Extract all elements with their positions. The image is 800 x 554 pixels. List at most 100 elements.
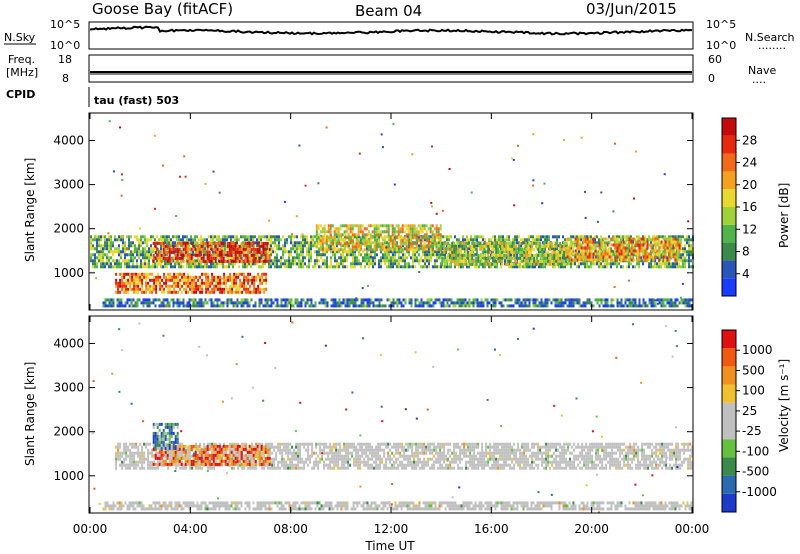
heatmap-cell <box>213 275 216 279</box>
heatmap-cell <box>682 247 684 251</box>
heatmap-cell <box>505 262 508 266</box>
heatmap-cell <box>252 253 255 257</box>
heatmap-cell <box>254 247 257 251</box>
heatmap-cell <box>391 227 394 231</box>
heatmap-cell <box>654 255 657 259</box>
heatmap-cell <box>559 259 562 263</box>
heatmap-cell <box>354 304 357 308</box>
heatmap-cell <box>268 247 271 251</box>
heatmap-cell <box>304 262 306 266</box>
heatmap-cell <box>132 262 134 266</box>
heatmap-cell <box>495 262 498 266</box>
heatmap-cell <box>323 227 326 231</box>
heatmap-cell <box>176 256 179 260</box>
heatmap-cell <box>433 242 436 246</box>
heatmap-cell <box>560 298 563 302</box>
heatmap-cell <box>96 256 98 260</box>
heatmap-cell <box>654 243 657 247</box>
heatmap-cell <box>241 284 244 288</box>
heatmap-cell <box>547 244 550 248</box>
heatmap-cell <box>98 250 100 254</box>
heatmap-cell <box>234 238 236 242</box>
heatmap-cell <box>256 259 259 263</box>
heatmap-cell <box>320 301 323 305</box>
heatmap-cell <box>294 235 296 239</box>
heatmap-cell <box>435 224 438 228</box>
heatmap-cell <box>208 298 211 302</box>
heatmap-cell <box>148 301 151 305</box>
heatmap-cell <box>170 259 173 263</box>
heatmap-cell <box>232 304 235 308</box>
heatmap-cell <box>315 224 318 228</box>
heatmap-cell <box>616 243 619 247</box>
heatmap-cell <box>445 247 448 251</box>
heatmap-cell <box>296 241 298 245</box>
heatmap-cell <box>594 298 597 302</box>
heatmap-cell <box>192 301 195 305</box>
heatmap-cell <box>438 238 440 242</box>
heatmap-cell <box>497 253 500 257</box>
heatmap-cell <box>456 241 458 245</box>
heatmap-cell <box>363 248 366 252</box>
heatmap-cell <box>616 255 619 259</box>
heatmap-cell <box>384 250 386 254</box>
heatmap-cell <box>125 287 128 291</box>
heatmap-cell <box>376 304 379 308</box>
heatmap-cell <box>539 241 542 245</box>
heatmap-cell <box>288 298 291 302</box>
heatmap-cell <box>600 235 602 239</box>
heatmap-cell <box>280 304 283 308</box>
heatmap-cell <box>117 281 120 285</box>
heatmap-cell <box>230 250 233 254</box>
heatmap-cell <box>399 245 402 249</box>
heatmap-cell <box>387 227 390 231</box>
heatmap-cell <box>296 253 298 257</box>
heatmap-cell <box>358 262 360 266</box>
heatmap-cell <box>594 243 597 247</box>
heatmap-cell <box>240 304 243 308</box>
heatmap-cell <box>614 256 616 260</box>
heatmap-cell <box>132 250 134 254</box>
heatmap-cell <box>454 304 457 308</box>
heatmap-cell <box>539 259 542 263</box>
heatmap-cell <box>259 287 262 291</box>
heatmap-cell <box>544 304 547 308</box>
heatmap-cell <box>262 241 265 245</box>
heatmap-cell <box>566 246 569 250</box>
heatmap-cell <box>634 301 637 305</box>
heatmap-cell <box>220 253 223 257</box>
heatmap-cell <box>674 252 677 256</box>
heatmap-cell <box>378 235 380 239</box>
heatmap-cell <box>662 255 665 259</box>
heatmap-cell <box>449 244 452 248</box>
heatmap-cell <box>494 298 497 302</box>
heatmap-cell <box>582 301 585 305</box>
heatmap-cell <box>658 249 661 253</box>
heatmap-cell <box>518 298 521 302</box>
heatmap-speck <box>283 200 286 203</box>
heatmap-cell <box>572 244 574 248</box>
heatmap-cell <box>540 235 542 239</box>
heatmap-cell <box>294 301 297 305</box>
heatmap-cell <box>410 304 413 308</box>
heatmap-cell <box>630 249 633 253</box>
heatmap-cell <box>194 301 197 305</box>
heatmap-cell <box>98 238 100 242</box>
heatmap-cell <box>564 301 567 305</box>
heatmap-cell <box>415 227 418 231</box>
heatmap-cell <box>282 250 284 254</box>
heatmap-cell <box>104 235 106 239</box>
heatmap-cell <box>541 256 544 260</box>
heatmap-cell <box>574 235 576 239</box>
heatmap-cell <box>140 301 143 305</box>
heatmap-cell <box>177 275 180 279</box>
heatmap-cell <box>298 253 300 257</box>
heatmap-cell <box>167 287 170 291</box>
heatmap-cell <box>192 256 194 260</box>
heatmap-cell <box>608 235 610 239</box>
heatmap-cell <box>284 265 286 269</box>
heatmap-cell <box>372 304 375 308</box>
heatmap-cell <box>570 258 573 262</box>
heatmap-cell <box>557 259 560 263</box>
heatmap-cell <box>166 253 168 257</box>
